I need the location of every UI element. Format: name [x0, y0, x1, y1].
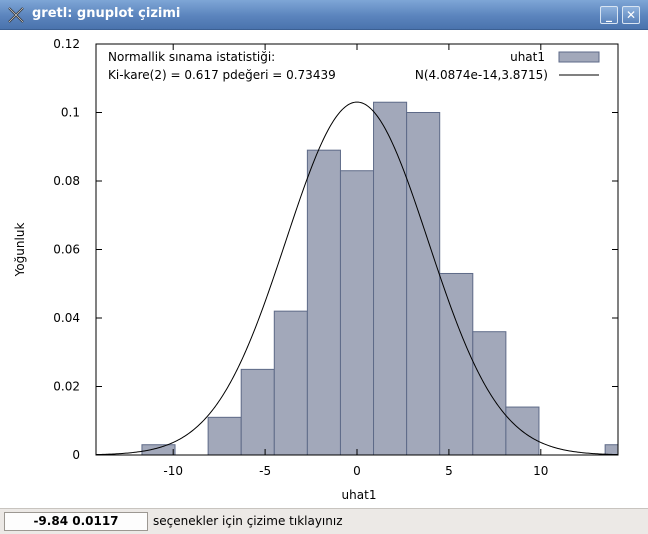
histogram-bar	[339, 170, 375, 456]
y-tick-label: 0.08	[53, 174, 80, 188]
histogram-bar	[373, 101, 408, 456]
x-axis-label: uhat1	[342, 488, 377, 502]
histogram-bar	[273, 310, 308, 456]
histogram-bar	[604, 444, 619, 456]
coordinate-readout: -9.84 0.0117	[4, 512, 148, 531]
y-axis-label: Yoğunluk	[13, 223, 27, 278]
window-title: gretl: gnuplot çizimi	[32, 6, 181, 21]
histogram-bar	[207, 416, 242, 456]
legend: uhat1 N(4.0874e-14,3.8715)	[415, 50, 600, 82]
x-tick-label: 0	[353, 464, 361, 478]
annotation-chi-square: Ki-kare(2) = 0.617 pdeğeri = 0.73439	[108, 68, 336, 82]
y-tick-label: 0.02	[53, 380, 80, 394]
y-tick-label: 0.04	[53, 311, 80, 325]
histogram-bar	[406, 112, 441, 456]
histogram-chart[interactable]: 0 0.02 0.04 0.06 0.08 0.1 0.12 -10 -5 0 5 10 Yoğun…	[0, 30, 648, 508]
histogram-bar	[439, 272, 474, 456]
status-bar: -9.84 0.0117 seçenekler için çizime tıkl…	[0, 508, 648, 534]
y-tick-label: 0	[72, 448, 80, 462]
title-bar[interactable]: gretl: gnuplot çizimi _ ✕	[0, 0, 648, 30]
legend-swatch-uhat1	[558, 51, 600, 63]
x-tick-label: -10	[163, 464, 183, 478]
close-icon: ✕	[625, 8, 637, 22]
histogram-bar	[240, 368, 275, 456]
plot-area[interactable]: 0 0.02 0.04 0.06 0.08 0.1 0.12 -10 -5 0 5 10 Yoğun…	[0, 30, 648, 508]
y-tick-label: 0.06	[53, 243, 80, 257]
x-tick-label: 5	[445, 464, 453, 478]
histogram-bar	[306, 149, 341, 456]
histogram-bar	[472, 331, 507, 456]
y-tick-label: 0.1	[61, 106, 80, 120]
y-tick-label: 0.12	[53, 37, 80, 51]
histogram-bar	[141, 444, 176, 456]
x-tick-label: 10	[533, 464, 548, 478]
x-tick-label: -5	[259, 464, 271, 478]
normal-density-curve	[95, 101, 619, 456]
legend-label-normal: N(4.0874e-14,3.8715)	[415, 68, 548, 82]
legend-label-uhat1: uhat1	[510, 50, 545, 64]
close-button[interactable]: ✕	[622, 6, 640, 24]
minimize-icon: _	[606, 8, 612, 22]
minimize-button[interactable]: _	[600, 6, 618, 24]
annotation-normality-title: Normallik sınama istatistiği:	[108, 50, 275, 64]
gretl-app-icon[interactable]	[6, 5, 26, 25]
status-hint: seçenekler için çizime tıklayınız	[153, 514, 343, 528]
